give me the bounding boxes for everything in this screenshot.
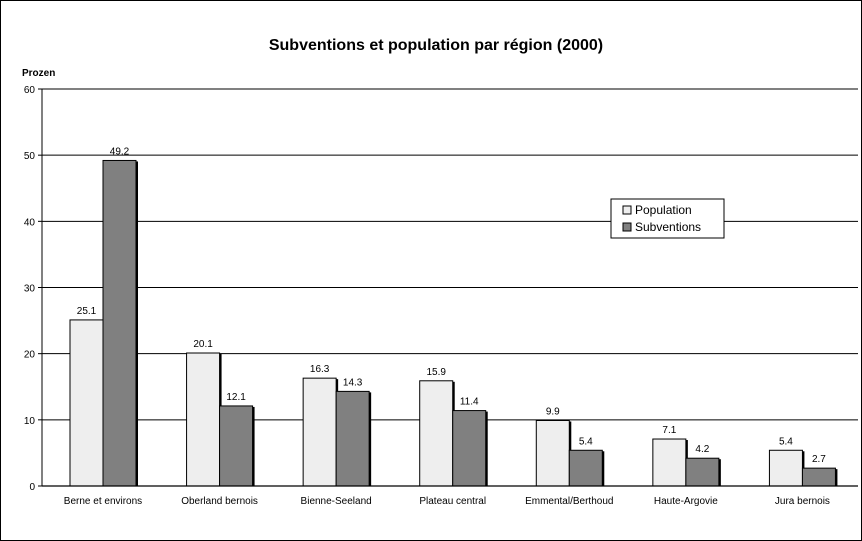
data-label: 20.1 — [193, 339, 213, 350]
x-category-label: Oberland bernois — [181, 496, 258, 507]
y-tick-label: 0 — [29, 482, 35, 493]
data-label: 14.3 — [343, 377, 363, 388]
data-label: 16.3 — [310, 364, 330, 375]
y-tick-label: 40 — [24, 217, 36, 228]
bar-subventions — [102, 159, 137, 487]
legend-label: Subventions — [635, 220, 701, 234]
x-axis-categories: Berne et environs Oberland bernois Bienne-… — [42, 485, 858, 507]
legend: Population Subventions — [610, 198, 725, 239]
y-tick-label: 50 — [24, 151, 36, 162]
data-label: 12.1 — [226, 392, 246, 403]
bar-population — [186, 352, 221, 487]
bars — [69, 159, 838, 487]
x-category-label: Emmental/Berthoud — [525, 496, 613, 507]
chart-title: Subventions et population par région (20… — [269, 37, 603, 54]
data-label: 4.2 — [695, 444, 709, 455]
y-tick-label: 20 — [24, 350, 36, 361]
x-category-label: Berne et environs — [64, 496, 142, 507]
bar-subventions — [219, 405, 254, 487]
y-axis-ticks: 0 10 20 30 40 50 60 — [24, 85, 43, 493]
bar-subventions — [568, 449, 603, 487]
data-label: 25.1 — [77, 306, 97, 317]
bar-population — [535, 419, 570, 487]
bar-subventions — [335, 390, 370, 487]
bar-population — [69, 319, 104, 487]
data-label: 7.1 — [662, 425, 676, 436]
data-label: 5.4 — [579, 436, 593, 447]
data-label: 2.7 — [812, 454, 826, 465]
x-category-label: Bienne-Seeland — [301, 496, 372, 507]
bar-subventions — [685, 457, 720, 487]
legend-swatch — [622, 222, 632, 232]
bar-population — [419, 380, 454, 487]
bar-population — [652, 438, 687, 487]
bar-subventions — [801, 467, 836, 487]
y-tick-label: 60 — [24, 85, 36, 96]
x-category-label: Haute-Argovie — [654, 496, 718, 507]
bar-population — [302, 377, 337, 487]
data-label: 5.4 — [779, 436, 793, 447]
data-label: 11.4 — [460, 397, 479, 408]
bar-subventions — [452, 410, 487, 487]
data-label: 15.9 — [426, 367, 446, 378]
data-label: 9.9 — [546, 406, 560, 417]
x-category-label: Plateau central — [419, 496, 486, 507]
y-tick-label: 30 — [24, 284, 36, 295]
x-category-label: Jura bernois — [775, 496, 830, 507]
y-tick-label: 10 — [24, 416, 36, 427]
y-axis-label: Prozen — [22, 68, 55, 79]
data-label: 49.2 — [110, 146, 130, 157]
legend-swatch — [622, 205, 632, 215]
bar-population — [768, 449, 803, 487]
legend-label: Population — [635, 203, 692, 217]
data-labels: 25.1 49.2 20.1 12.1 16.3 14.3 15.9 11.4 9.9 5.4 7.… — [77, 146, 827, 465]
